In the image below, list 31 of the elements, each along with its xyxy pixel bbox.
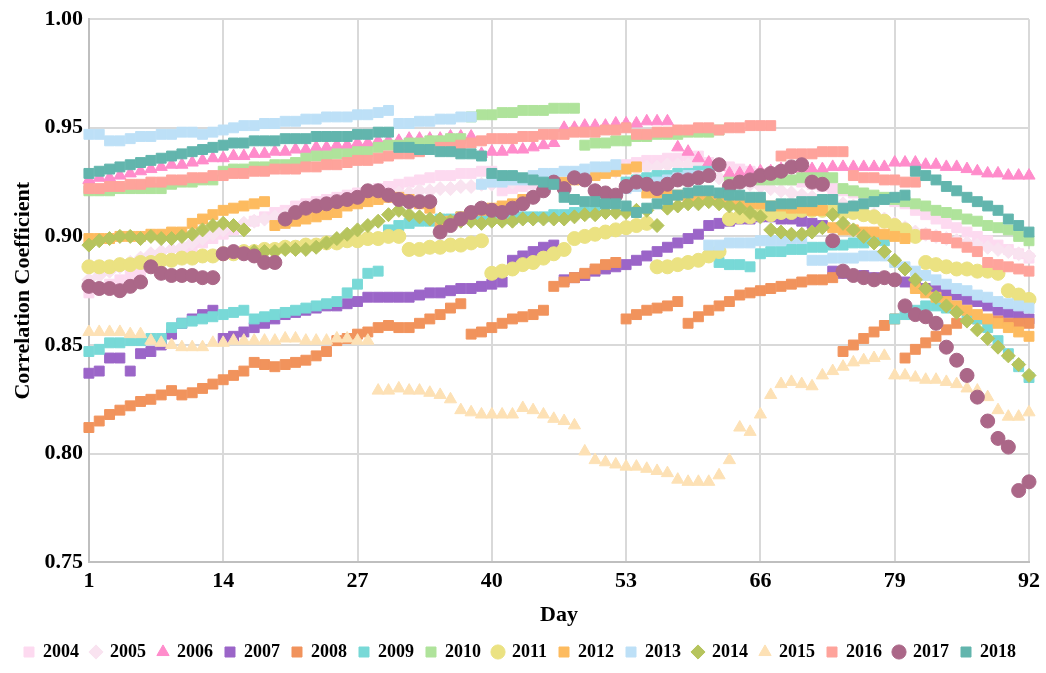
- legend-label: 2018: [980, 640, 1016, 661]
- legend-label: 2004: [43, 640, 79, 661]
- legend-label: 2016: [846, 640, 882, 661]
- legend-label: 2005: [110, 640, 146, 661]
- x-tick-label: 66: [749, 567, 772, 593]
- legend-label: 2013: [645, 640, 681, 661]
- x-tick-label: 1: [83, 567, 95, 593]
- legend-label: 2008: [311, 640, 347, 661]
- x-tick-label: 27: [346, 567, 369, 593]
- legend-label: 2010: [445, 640, 481, 661]
- x-axis-title: Day: [540, 601, 578, 627]
- legend-label: 2007: [244, 640, 280, 661]
- y-tick-label: 0.95: [44, 113, 83, 139]
- legend-label: 2017: [913, 640, 949, 661]
- x-tick-label: 53: [615, 567, 638, 593]
- y-tick-label: 0.90: [44, 222, 83, 248]
- y-tick-label: 1.00: [44, 4, 83, 30]
- x-tick-label: 40: [480, 567, 503, 593]
- x-tick-label: 14: [212, 567, 235, 593]
- x-tick-label: 79: [883, 567, 906, 593]
- legend-label: 2009: [378, 640, 414, 661]
- legend-label: 2011: [512, 640, 548, 661]
- legend-label: 2015: [779, 640, 815, 661]
- legend-label: 2012: [578, 640, 614, 661]
- x-tick-label: 92: [1018, 567, 1040, 593]
- legend-label: 2014: [712, 640, 748, 661]
- y-tick-label: 0.85: [44, 330, 83, 356]
- legend-label: 2006: [177, 640, 213, 661]
- y-tick-label: 0.75: [44, 547, 83, 573]
- y-axis-title: Correlation Coefficient: [8, 181, 34, 400]
- y-tick-label: 0.80: [44, 439, 83, 465]
